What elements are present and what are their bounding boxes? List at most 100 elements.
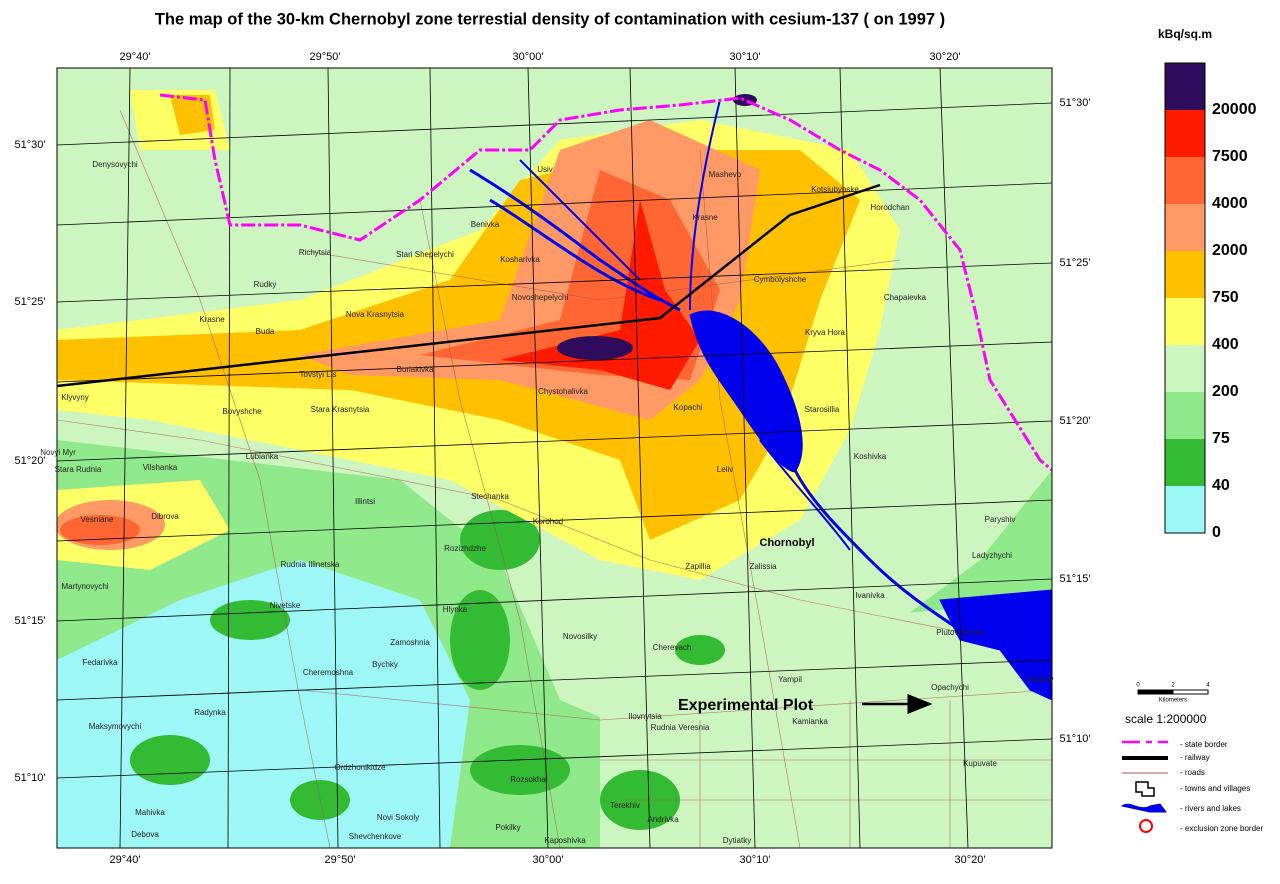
legend-swatch bbox=[1165, 486, 1205, 533]
place-label: Ladyzhychi bbox=[972, 551, 1012, 560]
longitude-label: 29°50' bbox=[325, 854, 356, 866]
longitude-label: 30°00' bbox=[533, 854, 564, 866]
place-label: Rozizhdzhe bbox=[444, 544, 486, 553]
place-label: Zalissia bbox=[749, 562, 777, 571]
scale-bar-label: 0 bbox=[1136, 683, 1140, 689]
place-label: Ivanivka bbox=[855, 591, 885, 600]
legend-swatch bbox=[1165, 439, 1205, 486]
scale-bar-label: 4 bbox=[1206, 683, 1210, 689]
place-label: Koshivka bbox=[854, 452, 887, 461]
place-label: Stechanka bbox=[471, 492, 509, 501]
place-label: Stari Shepelychi bbox=[396, 250, 454, 259]
place-label: Mashevo bbox=[709, 170, 742, 179]
place-label: Kaposhivka bbox=[544, 836, 586, 845]
place-label: Starosillia bbox=[805, 405, 840, 414]
contamination-zones bbox=[57, 68, 1052, 848]
place-label: Hlynka bbox=[443, 605, 468, 614]
key-label: - railway bbox=[1180, 753, 1210, 762]
place-label: Denysovychi bbox=[92, 160, 138, 169]
place-label: Radynka bbox=[194, 708, 226, 717]
legend-label: 75 bbox=[1212, 430, 1230, 447]
place-label: Opachychi bbox=[931, 683, 969, 692]
place-label: Plutovyshche bbox=[936, 628, 984, 637]
place-label: Krasne bbox=[692, 213, 718, 222]
place-label: Cheremoshna bbox=[303, 668, 354, 677]
legend-swatch bbox=[1165, 298, 1205, 345]
latitude-label: 51°30' bbox=[15, 139, 46, 151]
map-frame bbox=[56, 67, 1053, 849]
key-label: - roads bbox=[1180, 768, 1205, 777]
place-label: Kopachi bbox=[674, 403, 703, 412]
legend-label: 7500 bbox=[1212, 148, 1248, 165]
place-label: Zamoshnia bbox=[390, 638, 430, 647]
latitude-label: 51°25' bbox=[1060, 257, 1091, 269]
labels: 29°40' 29°40' 29°50' 29°50' 30°00' 30°00' 30°1… bbox=[15, 51, 1091, 866]
place-label: Yampil bbox=[778, 675, 802, 684]
state-border bbox=[159, 93, 1052, 472]
place-label: Kamianka bbox=[792, 717, 828, 726]
zone bbox=[60, 515, 140, 545]
place-label: Chystohalivka bbox=[538, 387, 588, 396]
place-label: Usiv bbox=[537, 165, 553, 174]
place-label: Kotsiubynske bbox=[811, 185, 859, 194]
place-label: Pokilky bbox=[495, 823, 520, 832]
place-label: Terekhiv bbox=[610, 801, 640, 810]
legend: kBq/sq.m 2000075004000200075040020075400… bbox=[1125, 27, 1263, 833]
place-label: Krasne bbox=[199, 315, 225, 324]
latitude-label: 51°25' bbox=[15, 296, 46, 308]
zone bbox=[460, 510, 540, 570]
legend-swatch bbox=[1165, 63, 1205, 110]
latitude-label: 51°20' bbox=[1060, 415, 1091, 427]
longitude-label: 30°20' bbox=[955, 854, 986, 866]
place-label: Andrivka bbox=[647, 815, 679, 824]
latitude-label: 51°10' bbox=[15, 772, 46, 784]
place-label: Zapillia bbox=[685, 562, 711, 571]
place-label: Novosilky bbox=[563, 632, 597, 641]
key-label: - exclusion zone border bbox=[1180, 824, 1263, 833]
place-label: Dibrova bbox=[151, 512, 179, 521]
key-label: - towns and villages bbox=[1180, 784, 1250, 793]
town-label: Chornobyl bbox=[760, 537, 815, 549]
place-label: Buda bbox=[256, 327, 275, 336]
place-label: Benivka bbox=[471, 220, 500, 229]
zone bbox=[557, 336, 633, 360]
legend-label: 2000 bbox=[1212, 242, 1248, 259]
place-label: Nivetske bbox=[270, 601, 301, 610]
place-label: Cherevach bbox=[653, 643, 692, 652]
place-label: Paryshiv bbox=[985, 515, 1016, 524]
place-label: Ilovnytsia bbox=[628, 712, 662, 721]
place-label: Shevchenkove bbox=[349, 832, 402, 841]
longitude-label: 30°20' bbox=[930, 51, 961, 63]
place-label: Debova bbox=[131, 830, 159, 839]
place-label: Korohod bbox=[533, 517, 563, 526]
place-label: Stara Rudnia bbox=[55, 465, 102, 474]
legend-label: 20000 bbox=[1212, 101, 1257, 118]
legend-swatch bbox=[1165, 345, 1205, 392]
longitude-label: 30°10' bbox=[740, 854, 771, 866]
map-title: The map of the 30-km Chernobyl zone terr… bbox=[155, 10, 945, 28]
legend-frame bbox=[1164, 62, 1206, 534]
longitude-label: 29°50' bbox=[310, 51, 341, 63]
place-label: Bovyshche bbox=[222, 407, 262, 416]
place-label: Kupuvate bbox=[963, 759, 997, 768]
legend-swatch bbox=[1165, 392, 1205, 439]
legend-label: 4000 bbox=[1212, 195, 1248, 212]
scale-label: scale 1:200000 bbox=[1125, 712, 1207, 726]
key-town-symbol bbox=[1135, 781, 1155, 797]
place-label: Mahivka bbox=[135, 808, 165, 817]
zone bbox=[675, 635, 725, 665]
key-label: - rivers and lakes bbox=[1180, 804, 1241, 813]
railway bbox=[57, 183, 881, 388]
place-label: Bychky bbox=[372, 660, 398, 669]
place-label: Rozsokha bbox=[510, 775, 546, 784]
latitude-label: 51°10' bbox=[1060, 733, 1091, 745]
key-zone-symbol bbox=[1139, 819, 1153, 833]
zone bbox=[500, 200, 700, 390]
place-label: Chapaievka bbox=[884, 293, 927, 302]
legend-label: 200 bbox=[1212, 383, 1239, 400]
longitude-label: 29°40' bbox=[110, 854, 141, 866]
place-label: Martynovychi bbox=[61, 582, 108, 591]
legend-swatch bbox=[1165, 204, 1205, 251]
